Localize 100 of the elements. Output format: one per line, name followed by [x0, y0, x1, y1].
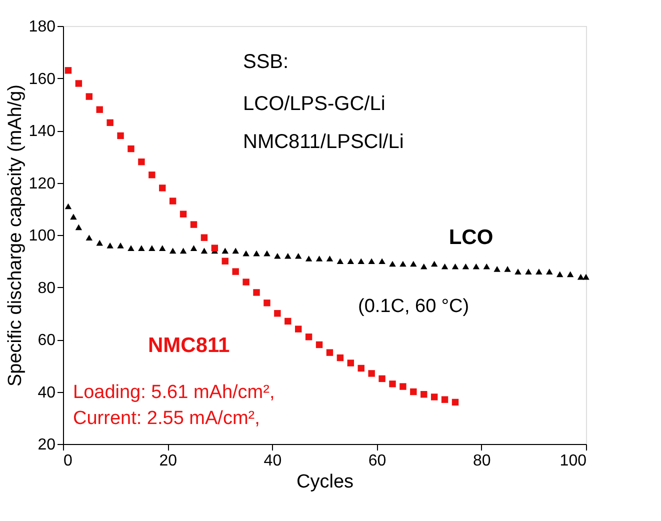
point [556, 271, 564, 278]
point [75, 80, 82, 87]
point [253, 250, 260, 256]
point [378, 375, 386, 382]
point [347, 258, 354, 264]
x-tick-label: 20 [159, 452, 178, 470]
point [75, 224, 82, 230]
point [389, 380, 396, 388]
point [504, 266, 511, 272]
point [180, 248, 187, 254]
y-tick-label: 20 [38, 436, 56, 454]
x-tick-label: 60 [368, 452, 386, 470]
point [180, 210, 187, 218]
x-tick-label: 100 [560, 452, 587, 470]
point [316, 256, 323, 262]
point [430, 260, 438, 267]
point [169, 248, 176, 254]
point [400, 260, 406, 267]
point [106, 119, 114, 126]
point [368, 258, 375, 264]
point [305, 256, 312, 262]
x-tick-label: 40 [264, 452, 282, 470]
point [128, 245, 134, 251]
point [294, 252, 302, 259]
point [284, 318, 292, 325]
point [410, 388, 417, 396]
point [336, 258, 344, 264]
point [483, 263, 490, 270]
point [253, 289, 260, 296]
point [452, 263, 459, 270]
point [169, 198, 176, 204]
point [358, 258, 364, 264]
point [200, 248, 208, 254]
point [148, 172, 156, 178]
point [222, 248, 228, 254]
point [64, 67, 72, 74]
y-tick-label: 160 [28, 70, 56, 88]
point [190, 221, 198, 228]
point [232, 248, 239, 254]
x-tick-label: 0 [64, 452, 72, 470]
point [138, 245, 145, 251]
point [264, 250, 270, 256]
point [222, 258, 228, 264]
point [148, 245, 156, 251]
point [138, 158, 145, 166]
point [536, 268, 542, 274]
point [106, 242, 114, 248]
point [441, 396, 448, 403]
point [96, 106, 103, 113]
y-tick-label: 140 [28, 123, 56, 140]
point [420, 391, 428, 398]
point [514, 268, 522, 274]
point [566, 271, 574, 278]
y-axis-title: Specific discharge capacity (mAh/g) [4, 84, 26, 387]
annotation: Loading: 5.61 mAh/cm², [73, 382, 275, 403]
point [70, 214, 77, 220]
point [86, 234, 93, 241]
point [525, 268, 532, 274]
point [284, 252, 292, 259]
point [577, 274, 584, 280]
point [294, 326, 302, 332]
point [410, 260, 417, 267]
point [430, 394, 438, 400]
point [159, 184, 166, 192]
point [211, 244, 218, 252]
y-tick-label: 60 [38, 332, 56, 349]
point [274, 310, 281, 317]
series-label: LCO [448, 226, 494, 249]
point [64, 203, 72, 210]
annotation: LCO/LPS-GC/Li [243, 93, 386, 115]
point [159, 245, 166, 251]
point [400, 383, 406, 390]
x-tick-label: 80 [473, 452, 491, 470]
y-tick-label: 120 [28, 175, 56, 192]
point [242, 278, 250, 286]
point [242, 250, 250, 256]
point [582, 274, 590, 280]
point [264, 300, 270, 306]
point [452, 398, 459, 406]
point [462, 263, 470, 270]
text: NMC811 [148, 334, 230, 357]
point [472, 263, 480, 270]
point [347, 360, 354, 366]
point [117, 132, 124, 140]
point [546, 268, 553, 274]
point [305, 334, 312, 340]
point [128, 145, 134, 152]
annotation: NMC811/LPSCl/Li [243, 131, 404, 153]
y-tick-label: 180 [28, 18, 56, 36]
point [117, 242, 124, 248]
annotation: Current: 2.55 mA/cm², [73, 408, 260, 429]
x-axis-title: Cycles [296, 472, 354, 492]
point [274, 252, 281, 259]
point [96, 240, 103, 246]
point [232, 268, 239, 275]
point [494, 266, 500, 272]
point [368, 370, 375, 377]
y-tick-label: 100 [28, 228, 56, 244]
point [378, 258, 386, 264]
point [326, 349, 334, 356]
